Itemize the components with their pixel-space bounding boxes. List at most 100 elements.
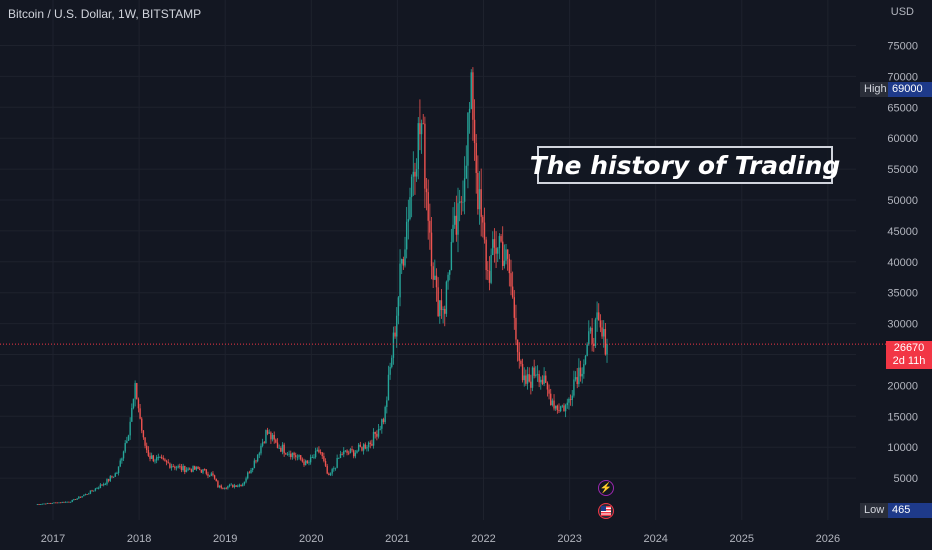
candle-body (41, 503, 44, 505)
candle-body (515, 317, 517, 340)
lightning-icon[interactable]: ⚡ (598, 480, 614, 496)
candle-body (422, 123, 424, 125)
candle-body (290, 453, 292, 458)
candle-body (107, 479, 110, 481)
candle-body (530, 381, 532, 388)
annotation-text-box[interactable]: The history of Trading (530, 146, 840, 184)
candle-body (218, 485, 221, 487)
candle-body (308, 462, 310, 464)
candle-body (397, 297, 400, 316)
candle-body (599, 320, 602, 328)
candle-body (237, 485, 239, 487)
candle-body (349, 449, 352, 454)
candle-body (195, 466, 198, 470)
x-tick-label: 2026 (816, 533, 840, 545)
candle-body (326, 465, 328, 474)
candle-body (175, 467, 178, 469)
x-tick-label: 2025 (730, 533, 754, 545)
candle-body (215, 478, 217, 482)
candle-body (165, 460, 168, 463)
candle-body (364, 444, 366, 449)
candle-body (223, 488, 226, 490)
y-tick-label: 70000 (887, 71, 918, 83)
low-label: Low (860, 503, 888, 518)
candle-body (588, 331, 590, 345)
candle-body (116, 473, 118, 474)
candle-body (348, 452, 350, 454)
currency-label[interactable]: USD (890, 6, 914, 18)
candle-body (548, 389, 550, 394)
candle-body (412, 171, 414, 177)
us-flag-icon[interactable] (598, 503, 614, 519)
candle-body (452, 224, 454, 242)
candle-body (324, 461, 327, 466)
candle-body (258, 453, 261, 455)
candle-body (420, 123, 423, 135)
candle-body (586, 344, 588, 356)
candle-body (500, 236, 502, 242)
candle-body (66, 501, 68, 503)
candle-body (205, 469, 208, 474)
candle-body (455, 215, 458, 235)
candle-body (164, 459, 166, 461)
candle-body (243, 481, 246, 485)
candle-body (36, 504, 39, 505)
candle-body (304, 460, 307, 466)
candle-body (96, 488, 98, 490)
candle-body (477, 172, 479, 210)
candle-body (482, 216, 484, 223)
candle-body (369, 442, 371, 444)
candle-body (553, 400, 555, 409)
candle-body (122, 451, 125, 459)
candle-body (453, 215, 456, 225)
candle-body (480, 189, 482, 217)
candle-body (432, 266, 434, 280)
candle-body (561, 405, 564, 407)
candle-body (465, 165, 467, 179)
candle-body (540, 379, 542, 383)
y-tick-label: 5000 (894, 473, 918, 485)
candle-body (409, 197, 411, 220)
candle-body (276, 442, 279, 449)
y-tick-label: 40000 (887, 257, 918, 269)
candle-body (51, 503, 54, 504)
candle-body (460, 201, 463, 203)
candle-body (391, 357, 393, 367)
candle-body (382, 419, 385, 423)
candle-body (184, 465, 186, 473)
candle-body (169, 463, 171, 468)
candle-body (424, 123, 426, 189)
candle-body (558, 410, 560, 412)
candle-body (574, 377, 577, 380)
candle-body (285, 453, 287, 455)
candle-body (102, 484, 105, 486)
candle-body (210, 473, 212, 476)
candle-body (228, 484, 231, 487)
candle-body (127, 435, 130, 441)
candle-body (351, 449, 353, 451)
candle-body (131, 408, 133, 422)
candle-body (414, 171, 416, 177)
candle-body (410, 176, 413, 198)
candle-body (457, 203, 459, 235)
candle-body (251, 468, 254, 471)
candle-body (568, 398, 570, 403)
candle-body (76, 498, 78, 500)
x-tick-label: 2019 (213, 533, 237, 545)
candle-body (278, 447, 280, 449)
candle-body (468, 108, 471, 113)
candle-body (377, 429, 380, 437)
candle-body (300, 455, 302, 460)
candle-body (338, 458, 340, 459)
candle-body (83, 495, 85, 497)
candle-body (296, 456, 299, 458)
candle-body (263, 442, 265, 444)
candle-body (435, 275, 438, 288)
candle-body (150, 455, 153, 459)
candle-body (194, 466, 196, 470)
candle-body (531, 367, 534, 388)
symbol-title[interactable]: Bitcoin / U.S. Dollar, 1W, BITSTAMP (8, 7, 202, 21)
candle-body (197, 466, 199, 469)
